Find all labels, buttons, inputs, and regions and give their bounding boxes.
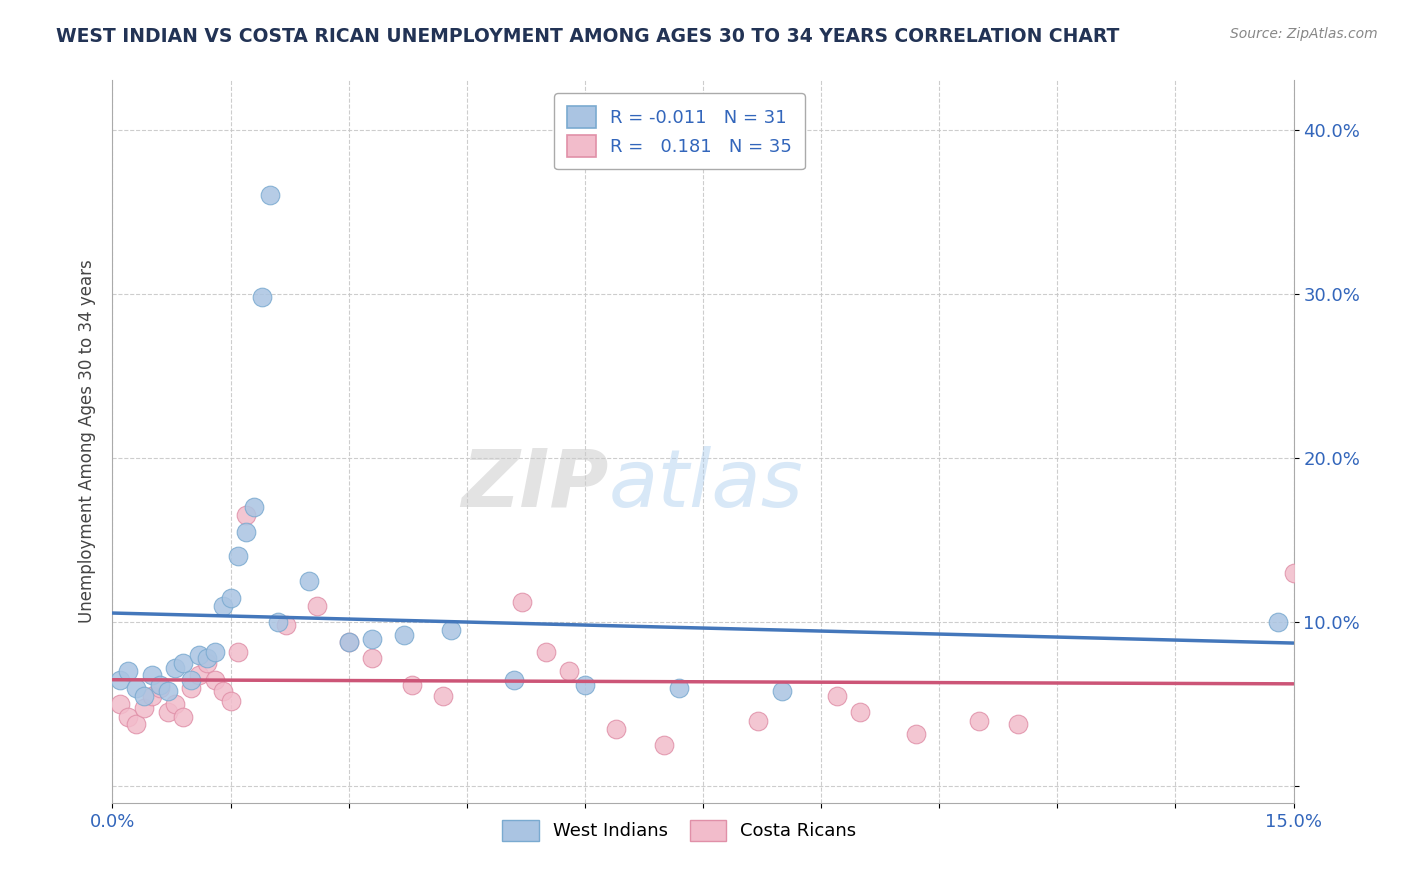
Point xyxy=(432,689,454,703)
Point xyxy=(825,689,848,703)
Point xyxy=(574,677,596,691)
Point xyxy=(172,657,194,671)
Point xyxy=(392,628,415,642)
Point xyxy=(361,632,384,646)
Point xyxy=(668,681,690,695)
Point xyxy=(510,595,533,609)
Point xyxy=(534,645,557,659)
Point xyxy=(235,508,257,523)
Point xyxy=(849,706,872,720)
Point xyxy=(307,599,329,613)
Point xyxy=(259,188,281,202)
Point xyxy=(172,710,194,724)
Point xyxy=(195,657,218,671)
Point xyxy=(503,673,526,687)
Point xyxy=(440,624,463,638)
Point xyxy=(180,681,202,695)
Point xyxy=(1007,717,1029,731)
Point xyxy=(117,710,139,724)
Point xyxy=(361,651,384,665)
Point xyxy=(904,727,927,741)
Point xyxy=(211,599,233,613)
Point xyxy=(180,673,202,687)
Point xyxy=(747,714,769,728)
Point xyxy=(228,549,250,564)
Point xyxy=(165,661,187,675)
Point xyxy=(195,651,218,665)
Point xyxy=(243,500,266,515)
Point xyxy=(250,290,273,304)
Point xyxy=(149,677,172,691)
Legend: West Indians, Costa Ricans: West Indians, Costa Ricans xyxy=(495,813,863,848)
Point xyxy=(125,717,148,731)
Point xyxy=(110,698,132,712)
Point xyxy=(652,739,675,753)
Point xyxy=(235,524,257,539)
Y-axis label: Unemployment Among Ages 30 to 34 years: Unemployment Among Ages 30 to 34 years xyxy=(77,260,96,624)
Point xyxy=(1267,615,1289,630)
Point xyxy=(188,667,211,681)
Text: WEST INDIAN VS COSTA RICAN UNEMPLOYMENT AMONG AGES 30 TO 34 YEARS CORRELATION CH: WEST INDIAN VS COSTA RICAN UNEMPLOYMENT … xyxy=(56,27,1119,45)
Point xyxy=(1282,566,1305,580)
Point xyxy=(156,706,179,720)
Text: atlas: atlas xyxy=(609,446,803,524)
Point xyxy=(165,698,187,712)
Point xyxy=(132,689,155,703)
Point xyxy=(204,645,226,659)
Point xyxy=(156,684,179,698)
Text: Source: ZipAtlas.com: Source: ZipAtlas.com xyxy=(1230,27,1378,41)
Point xyxy=(117,665,139,679)
Point xyxy=(219,591,242,605)
Point xyxy=(132,700,155,714)
Point xyxy=(298,574,321,588)
Point xyxy=(558,665,581,679)
Point xyxy=(267,615,290,630)
Point xyxy=(401,677,423,691)
Point xyxy=(770,684,793,698)
Point xyxy=(337,635,360,649)
Point xyxy=(204,673,226,687)
Point xyxy=(605,722,627,736)
Point xyxy=(188,648,211,662)
Point xyxy=(219,694,242,708)
Point xyxy=(211,684,233,698)
Point xyxy=(337,635,360,649)
Point xyxy=(110,673,132,687)
Point xyxy=(149,681,172,695)
Point xyxy=(967,714,990,728)
Point xyxy=(125,681,148,695)
Point xyxy=(141,667,163,681)
Point xyxy=(274,618,297,632)
Text: ZIP: ZIP xyxy=(461,446,609,524)
Point xyxy=(228,645,250,659)
Point xyxy=(141,689,163,703)
